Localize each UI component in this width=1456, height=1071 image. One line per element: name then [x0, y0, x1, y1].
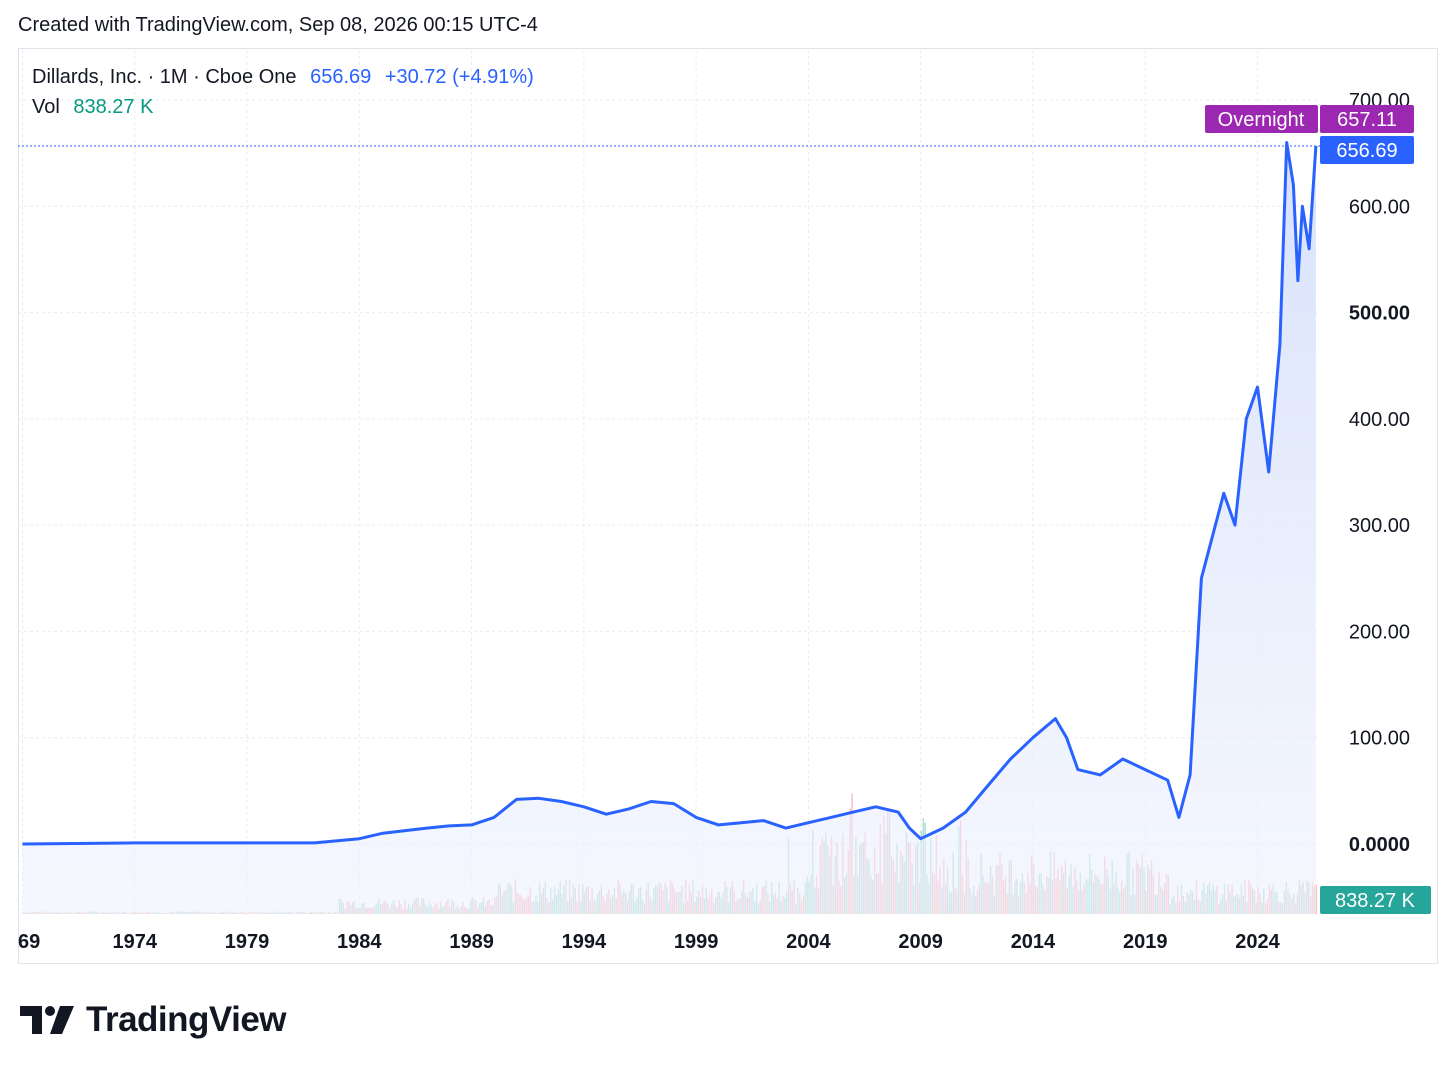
x-tick-label: 1974	[113, 931, 158, 953]
chart-frame	[18, 48, 1438, 964]
last-price-tag	[1320, 136, 1414, 164]
legend-change: +30.72 (+4.91%)	[384, 66, 534, 88]
y-tick-label: 0.0000	[1349, 834, 1410, 856]
chart-caption: Created with TradingView.com, Sep 08, 20…	[18, 14, 538, 36]
x-tick-label: 69	[18, 931, 40, 953]
overnight-tag-label: Overnight	[1218, 109, 1305, 131]
x-tick-label: 2004	[786, 931, 831, 953]
x-tick-label: 2019	[1123, 931, 1168, 953]
overnight-price-tag	[1320, 105, 1414, 133]
x-tick-label: 2014	[1011, 931, 1056, 953]
grid	[18, 50, 1320, 915]
vol-value: 838.27 K	[73, 96, 154, 118]
price-area	[22, 142, 1316, 914]
x-tick-label: 2009	[898, 931, 943, 953]
y-axis: 700.00600.00500.00400.00300.00200.00100.…	[1349, 90, 1410, 856]
legend-price: 656.69	[310, 66, 372, 88]
y-tick-label: 300.00	[1349, 515, 1410, 537]
x-tick-label: 1999	[674, 931, 719, 953]
y-tick-label: 100.00	[1349, 728, 1410, 750]
y-tick-label: 500.00	[1349, 303, 1410, 325]
overnight-price: 657.11	[1337, 109, 1397, 131]
brand-name: TradingView	[86, 1000, 287, 1039]
legend: Dillards, Inc. · 1M · Cboe One 656.69 +3…	[32, 62, 534, 122]
last-price: 656.69	[1336, 140, 1397, 162]
price-line	[22, 141, 1318, 846]
x-tick-label: 1994	[562, 931, 607, 953]
y-tick-label: 600.00	[1349, 196, 1410, 218]
volume-tag	[1320, 886, 1431, 914]
y-tick-label: 200.00	[1349, 621, 1410, 643]
vol-label: Vol	[32, 96, 60, 118]
volume-value: 838.27 K	[1335, 890, 1416, 912]
x-tick-label: 1984	[337, 931, 382, 953]
tradingview-logo-icon	[20, 1006, 74, 1034]
x-tick-label: 1989	[449, 931, 494, 953]
x-tick-label: 1979	[225, 931, 270, 953]
y-tick-label: 400.00	[1349, 409, 1410, 431]
tradingview-logo[interactable]: TradingView	[20, 1000, 287, 1040]
volume-bar	[1315, 884, 1317, 914]
overnight-tag	[1205, 105, 1318, 133]
symbol-info: Dillards, Inc. · 1M · Cboe One	[32, 66, 297, 88]
x-tick-label: 2024	[1235, 931, 1280, 953]
x-axis: 69 1974 1979 1984 1989 1994 1999 2004 2009 2014 20…	[18, 931, 1281, 953]
